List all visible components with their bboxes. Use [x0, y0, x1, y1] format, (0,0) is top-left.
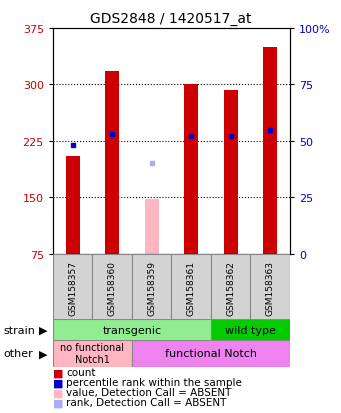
- Text: ▶: ▶: [40, 349, 48, 358]
- Bar: [224, 90, 238, 254]
- Text: ■: ■: [53, 368, 63, 377]
- Text: rank, Detection Call = ABSENT: rank, Detection Call = ABSENT: [66, 397, 227, 407]
- Text: percentile rank within the sample: percentile rank within the sample: [66, 377, 242, 387]
- FancyBboxPatch shape: [211, 319, 290, 341]
- FancyBboxPatch shape: [53, 340, 132, 367]
- Text: transgenic: transgenic: [102, 325, 161, 335]
- Text: GSM158359: GSM158359: [147, 260, 156, 315]
- Text: wild type: wild type: [225, 325, 276, 335]
- Text: GSM158361: GSM158361: [187, 260, 196, 315]
- Text: GSM158360: GSM158360: [108, 260, 117, 315]
- Text: ■: ■: [53, 397, 63, 407]
- FancyBboxPatch shape: [132, 340, 290, 367]
- Bar: [66, 157, 79, 254]
- Text: count: count: [66, 368, 96, 377]
- FancyBboxPatch shape: [132, 255, 171, 320]
- FancyBboxPatch shape: [92, 255, 132, 320]
- FancyBboxPatch shape: [211, 255, 250, 320]
- Text: ■: ■: [53, 387, 63, 397]
- Bar: [184, 85, 198, 254]
- Bar: [263, 47, 277, 254]
- Bar: [145, 199, 159, 254]
- Text: functional Notch: functional Notch: [165, 348, 257, 358]
- Text: other: other: [3, 349, 33, 358]
- FancyBboxPatch shape: [171, 255, 211, 320]
- Text: ▶: ▶: [40, 325, 48, 335]
- FancyBboxPatch shape: [53, 319, 211, 341]
- FancyBboxPatch shape: [53, 255, 92, 320]
- Text: GDS2848 / 1420517_at: GDS2848 / 1420517_at: [90, 12, 251, 26]
- Text: GSM158363: GSM158363: [266, 260, 275, 315]
- Text: value, Detection Call = ABSENT: value, Detection Call = ABSENT: [66, 387, 232, 397]
- FancyBboxPatch shape: [250, 255, 290, 320]
- Text: GSM158357: GSM158357: [68, 260, 77, 315]
- Text: ■: ■: [53, 377, 63, 387]
- Text: no functional
Notch1: no functional Notch1: [60, 342, 124, 364]
- Text: strain: strain: [3, 325, 35, 335]
- Bar: [105, 72, 119, 254]
- Text: GSM158362: GSM158362: [226, 260, 235, 315]
